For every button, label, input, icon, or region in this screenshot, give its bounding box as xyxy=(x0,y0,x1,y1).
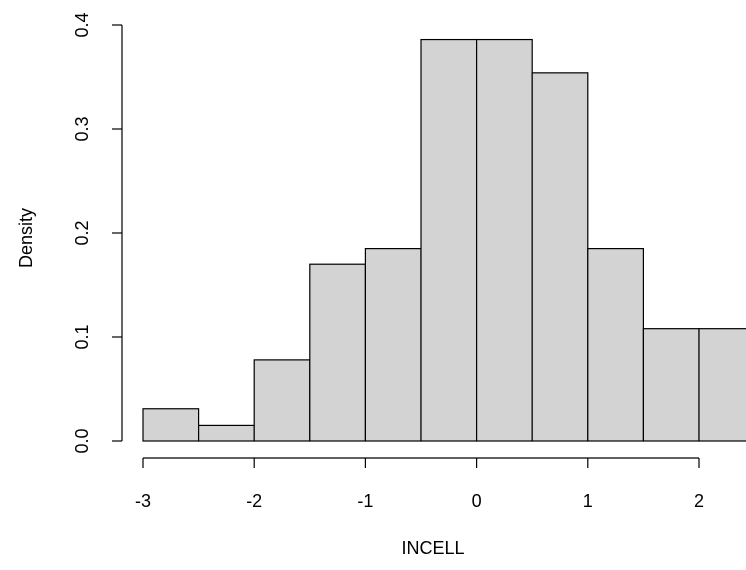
histogram-bar xyxy=(587,248,644,442)
x-tick-label: 2 xyxy=(694,491,704,511)
y-tick-label: 0.2 xyxy=(72,220,92,245)
x-tick-label: -2 xyxy=(246,491,262,511)
histogram-bar xyxy=(364,248,422,442)
histogram-bar xyxy=(198,424,255,442)
y-tick-label: 0.4 xyxy=(72,12,92,37)
y-axis: 0.0 0.1 0.2 0.3 0.4 xyxy=(72,12,123,454)
histogram-bar xyxy=(253,359,311,442)
y-tick-label: 0.1 xyxy=(72,324,92,349)
histogram-bar xyxy=(420,38,478,442)
histogram-bar xyxy=(476,38,533,442)
histogram-bar xyxy=(309,263,366,442)
histogram-bar xyxy=(698,328,746,442)
x-tick-label: 0 xyxy=(472,491,482,511)
x-axis: -3 -2 -1 0 1 2 xyxy=(135,457,704,511)
histogram-bars xyxy=(142,38,746,442)
x-tick-label: -3 xyxy=(135,491,151,511)
y-axis-label: Density xyxy=(16,208,36,268)
histogram-bar xyxy=(642,328,700,442)
x-tick-label: 1 xyxy=(583,491,593,511)
y-tick-label: 0.3 xyxy=(72,116,92,141)
x-tick-label: -1 xyxy=(357,491,373,511)
y-tick-label: 0.0 xyxy=(72,428,92,453)
histogram-bar xyxy=(142,408,200,442)
x-axis-label: INCELL xyxy=(401,538,464,558)
histogram-bar xyxy=(531,72,589,442)
